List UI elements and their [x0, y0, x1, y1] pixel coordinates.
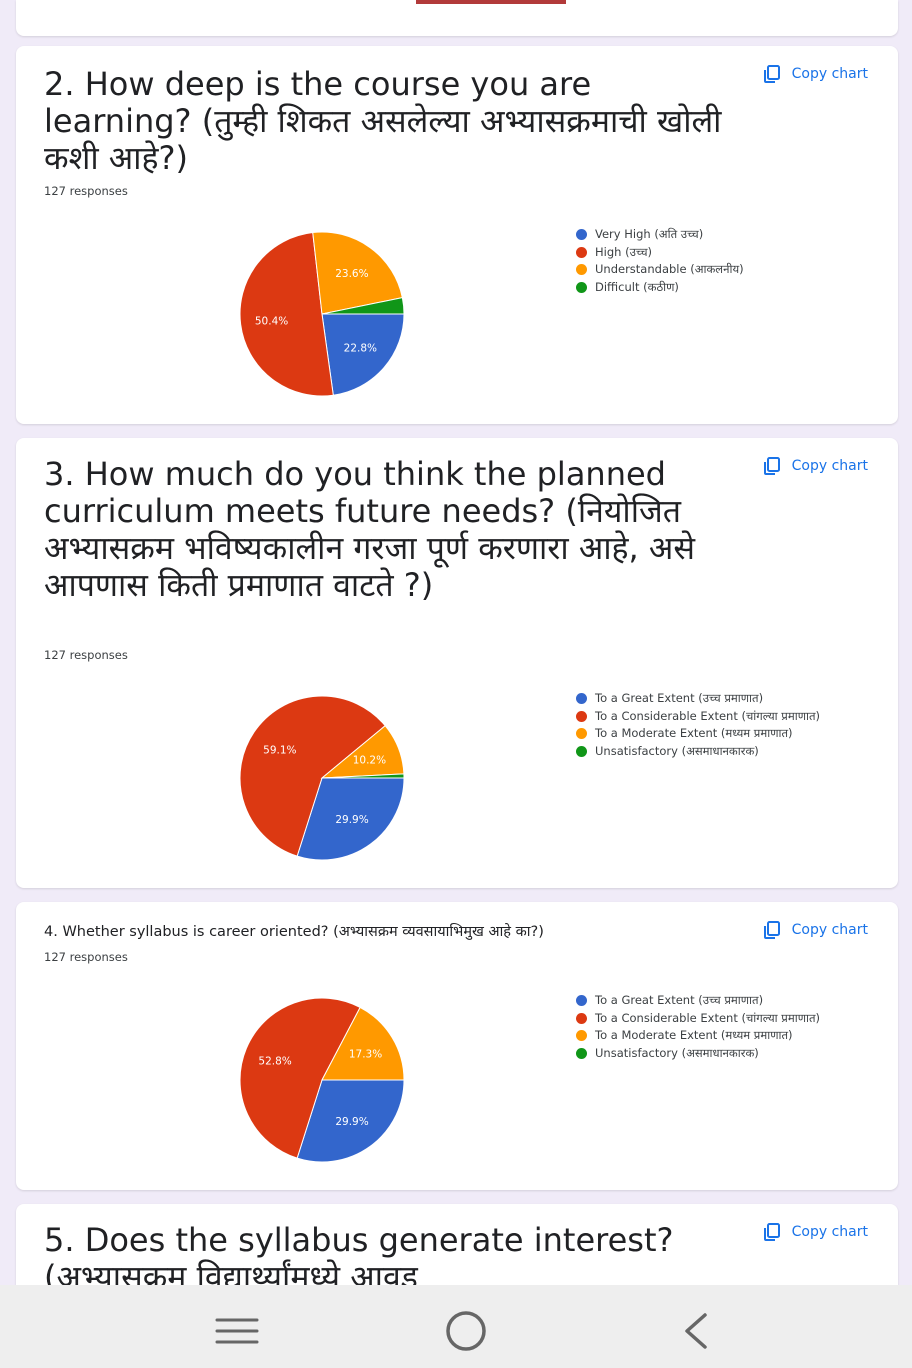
copy-chart-button[interactable]: Copy chart: [762, 920, 868, 940]
response-count: 127 responses: [44, 184, 128, 198]
legend-label: Understandable (आकलनीय): [595, 262, 744, 277]
legend-swatch: [576, 745, 587, 757]
legend-item: Understandable (आकलनीय): [576, 261, 744, 279]
copy-chart-label: Copy chart: [791, 922, 868, 938]
back-button[interactable]: [666, 1311, 726, 1351]
pie-slice: [321, 773, 405, 779]
pie-slice: [312, 231, 403, 315]
legend-item: To a Moderate Extent (मध्यम प्रमाणात): [576, 1027, 820, 1045]
legend-label: Unsatisfactory (असमाधानकारक): [595, 1045, 759, 1060]
pie-chart: 29.9% 59.1% 10.2%: [239, 695, 405, 861]
recent-apps-button[interactable]: [207, 1311, 267, 1351]
legend-item: To a Moderate Extent (मध्यम प्रमाणात): [576, 725, 820, 743]
home-circle-icon: [446, 1311, 486, 1351]
legend-item: High (उच्च): [576, 244, 744, 262]
legend-swatch: [576, 229, 587, 241]
legend-swatch: [576, 995, 587, 1007]
pie-slice: [296, 777, 405, 861]
pie-slice: [239, 695, 386, 857]
pie-slice: [239, 231, 334, 397]
response-count: 127 responses: [44, 648, 128, 662]
pie-slice: [239, 997, 361, 1159]
legend-item: To a Considerable Extent (चांगल्या प्रमा…: [576, 1010, 820, 1028]
legend-swatch: [576, 710, 587, 722]
pie-chart: 29.9% 52.8% 17.3%: [239, 997, 405, 1163]
legend-label: To a Considerable Extent (चांगल्या प्रमा…: [595, 708, 821, 723]
copy-chart-label: Copy chart: [791, 458, 868, 474]
question-title: 3. How much do you think the planned cur…: [44, 455, 695, 604]
slice-label: 22.8%: [344, 342, 377, 354]
copy-chart-button[interactable]: Copy chart: [762, 1222, 868, 1242]
chart-legend: Very High (अति उच्च) High (उच्च) Understan…: [576, 226, 744, 296]
legend-item: Very High (अति उच्च): [576, 226, 744, 244]
previous-question-card: [16, 0, 898, 36]
legend-swatch: [576, 246, 587, 258]
legend-label: Unsatisfactory (असमाधानकारक): [595, 743, 759, 758]
question-card-2: Copy chart 2. How deep is the course you…: [16, 46, 898, 424]
pie-slice: [321, 1006, 405, 1081]
response-count: 127 responses: [44, 950, 128, 964]
legend-item: Unsatisfactory (असमाधानकारक): [576, 1045, 820, 1063]
copy-chart-button[interactable]: Copy chart: [762, 456, 868, 476]
legend-swatch: [576, 728, 587, 740]
legend-item: Difficult (कठीण): [576, 279, 744, 297]
chart-legend: To a Great Extent (उच्च प्रमाणात) To a Co…: [576, 690, 820, 760]
pie-slice: [296, 1079, 405, 1163]
slice-label: 10.2%: [353, 755, 386, 767]
legend-label: Very High (अति उच्च): [595, 227, 704, 242]
pie-slice: [321, 313, 405, 396]
question-card-5: Copy chart 5. Does the syllabus generate…: [16, 1204, 898, 1285]
slice-label: 50.4%: [255, 315, 288, 327]
copy-chart-label: Copy chart: [791, 66, 868, 82]
legend-swatch: [576, 1030, 587, 1042]
question-title: 4. Whether syllabus is career oriented? …: [44, 924, 544, 940]
home-button[interactable]: [436, 1311, 496, 1351]
copy-chart-label: Copy chart: [791, 1224, 868, 1240]
slice-label: 52.8%: [258, 1055, 291, 1067]
legend-label: To a Considerable Extent (चांगल्या प्रमा…: [595, 1010, 821, 1025]
pie-chart: 22.8% 50.4% 23.6%: [239, 231, 405, 397]
copy-icon: [763, 65, 780, 83]
question-title: 2. How deep is the course you are learni…: [44, 65, 722, 177]
slice-label: 23.6%: [335, 268, 368, 280]
menu-icon: [215, 1318, 259, 1344]
legend-swatch: [576, 693, 587, 705]
copy-chart-button[interactable]: Copy chart: [762, 64, 868, 84]
question-title: 5. Does the syllabus generate interest? …: [44, 1221, 674, 1286]
legend-item: To a Great Extent (उच्च प्रमाणात): [576, 690, 820, 708]
legend-label: To a Moderate Extent (मध्यम प्रमाणात): [595, 726, 793, 741]
scroll-accent-bar: [416, 0, 566, 4]
system-navigation-bar: [0, 1285, 912, 1368]
slice-label: 17.3%: [349, 1049, 382, 1061]
legend-label: To a Great Extent (उच्च प्रमाणात): [595, 993, 764, 1008]
legend-label: High (उच्च): [595, 244, 652, 259]
legend-item: To a Considerable Extent (चांगल्या प्रमा…: [576, 708, 820, 726]
legend-swatch: [576, 1012, 587, 1024]
slice-label: 29.9%: [335, 1116, 368, 1128]
legend-label: To a Great Extent (उच्च प्रमाणात): [595, 691, 764, 706]
pie-slice: [321, 297, 405, 315]
question-card-4: Copy chart 4. Whether syllabus is career…: [16, 902, 898, 1190]
legend-swatch: [576, 264, 587, 276]
slice-label: 59.1%: [263, 745, 296, 757]
copy-icon: [763, 921, 780, 939]
chart-legend: To a Great Extent (उच्च प्रमाणात) To a Co…: [576, 992, 820, 1062]
question-card-3: Copy chart 3. How much do you think the …: [16, 438, 898, 888]
copy-icon: [763, 457, 780, 475]
legend-item: Unsatisfactory (असमाधानकारक): [576, 743, 820, 761]
back-chevron-icon: [685, 1313, 707, 1349]
slice-label: 29.9%: [335, 814, 368, 826]
copy-icon: [763, 1223, 780, 1241]
legend-item: To a Great Extent (उच्च प्रमाणात): [576, 992, 820, 1010]
legend-label: Difficult (कठीण): [595, 279, 679, 294]
legend-swatch: [576, 281, 587, 293]
legend-swatch: [576, 1047, 587, 1059]
legend-label: To a Moderate Extent (मध्यम प्रमाणात): [595, 1028, 793, 1043]
